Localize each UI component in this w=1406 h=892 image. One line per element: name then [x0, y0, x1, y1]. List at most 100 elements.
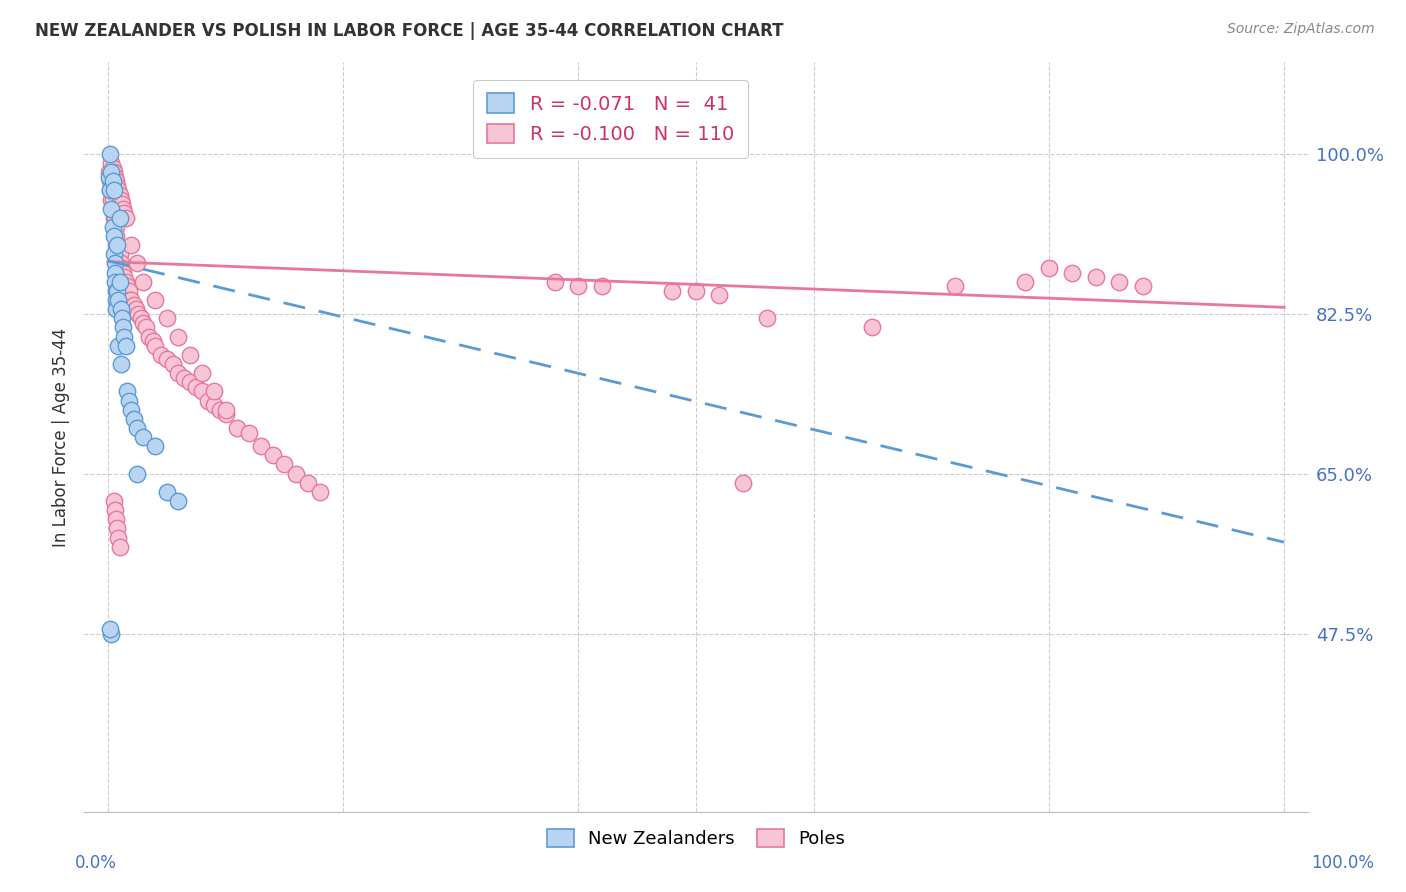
Point [100, 202, 122, 216]
Point [191, 366, 214, 380]
Point [132, 430, 155, 444]
Point [115, 384, 138, 399]
Point [709, 288, 731, 302]
Point [167, 329, 190, 343]
Point [127, 307, 149, 321]
Text: NEW ZEALANDER VS POLISH IN LABOR FORCE | AGE 35-44 CORRELATION CHART: NEW ZEALANDER VS POLISH IN LABOR FORCE |… [35, 22, 783, 40]
Point [100, 626, 122, 640]
Point [1132, 279, 1154, 293]
Point [308, 484, 330, 499]
Point [202, 398, 225, 412]
Point [100, 156, 122, 170]
Point [104, 211, 127, 225]
Point [285, 467, 308, 481]
Point [101, 174, 124, 188]
Point [132, 275, 155, 289]
Point [105, 247, 128, 261]
Point [179, 376, 201, 390]
Point [101, 219, 124, 234]
Point [111, 311, 134, 326]
Point [110, 193, 132, 207]
Point [156, 352, 179, 367]
Point [1062, 266, 1084, 280]
Point [98, 183, 121, 197]
Point [544, 275, 567, 289]
Point [111, 197, 134, 211]
Point [112, 320, 135, 334]
Point [238, 425, 260, 440]
Point [156, 311, 179, 326]
Point [107, 252, 129, 266]
Point [104, 219, 127, 234]
Point [122, 412, 145, 426]
Point [107, 243, 129, 257]
Point [127, 421, 149, 435]
Point [191, 384, 214, 399]
Point [104, 256, 127, 270]
Point [755, 311, 778, 326]
Point [1108, 275, 1130, 289]
Point [1014, 275, 1036, 289]
Point [108, 540, 131, 554]
Point [103, 183, 125, 197]
Point [591, 279, 613, 293]
Legend: New Zealanders, Poles: New Zealanders, Poles [540, 822, 852, 855]
Point [107, 531, 129, 545]
Point [112, 275, 135, 289]
Point [249, 439, 271, 453]
Point [120, 402, 142, 417]
Point [142, 334, 165, 348]
Point [129, 311, 152, 326]
Point [105, 293, 128, 307]
Point [226, 421, 249, 435]
Point [104, 503, 127, 517]
Point [173, 370, 195, 384]
Point [117, 288, 139, 302]
Point [120, 293, 142, 307]
Point [105, 174, 128, 188]
Point [108, 211, 131, 225]
Point [860, 320, 883, 334]
Point [114, 284, 136, 298]
Y-axis label: In Labor Force | Age 35-44: In Labor Force | Age 35-44 [52, 327, 70, 547]
Point [100, 165, 122, 179]
Point [98, 169, 121, 184]
Point [943, 279, 966, 293]
Point [114, 339, 136, 353]
Point [112, 202, 135, 216]
Point [104, 266, 127, 280]
Point [273, 458, 295, 472]
Point [118, 393, 141, 408]
Point [1038, 260, 1060, 275]
Point [108, 247, 131, 261]
Point [105, 521, 128, 535]
Point [685, 284, 707, 298]
Point [103, 202, 125, 216]
Point [98, 146, 121, 161]
Point [103, 247, 125, 261]
Point [105, 238, 128, 252]
Point [105, 284, 128, 298]
Point [98, 174, 121, 188]
Point [108, 275, 131, 289]
Point [110, 357, 132, 371]
Point [156, 484, 179, 499]
Point [103, 211, 125, 225]
Point [184, 380, 207, 394]
Point [118, 284, 141, 298]
Point [105, 178, 128, 193]
Point [105, 229, 128, 244]
Point [110, 256, 132, 270]
Point [101, 193, 124, 207]
Point [104, 229, 127, 244]
Text: 100.0%: 100.0% [1312, 855, 1374, 872]
Point [111, 270, 134, 285]
Point [143, 439, 166, 453]
Point [297, 475, 319, 490]
Point [104, 169, 127, 184]
Point [105, 238, 128, 252]
Point [127, 467, 149, 481]
Point [105, 512, 128, 526]
Point [167, 494, 190, 508]
Point [122, 297, 145, 311]
